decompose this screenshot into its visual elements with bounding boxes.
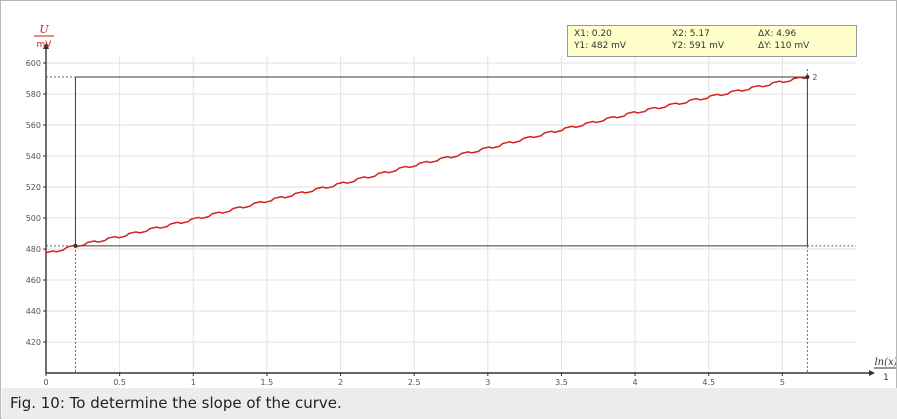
x-tick-label: 4 [633,378,638,387]
x-tick-label: 4.5 [702,378,715,387]
y-tick-label: 580 [26,90,41,99]
y-tick-label: 520 [26,183,41,192]
plot-area [46,55,856,373]
caption-bar: Fig. 10: To determine the slope of the c… [2,388,897,419]
readout-dx: ΔX: 4.96 [758,29,797,39]
y-tick-label: 480 [26,245,41,254]
cursor2-point [805,74,810,79]
x-axis-label-bottom: 1 [883,373,889,383]
readout-x1: X1: 0.20 [574,29,612,39]
y-tick-label: 460 [26,276,41,285]
x-tick-label: 1 [191,378,196,387]
x-tick-label: 2 [338,378,343,387]
y-tick-label: 440 [26,307,41,316]
x-tick-label: 2.5 [408,378,421,387]
cursor1-point [73,243,78,248]
x-axis-arrow [869,370,875,376]
cursor-readout-box: X1: 0.20 Y1: 482 mV X2: 5.17 Y2: 591 mV … [567,25,857,57]
y-axis-arrow [43,43,49,49]
cursor-label: 2 [812,73,817,82]
y-tick-label: 540 [26,152,41,161]
readout-y2: Y2: 591 mV [672,41,725,51]
x-tick-label: 3.5 [555,378,568,387]
y-tick-label: 600 [26,59,41,68]
y-tick-label: 420 [26,338,41,347]
x-axis-label-top: ln(x) [874,357,896,368]
x-tick-label: 3 [485,378,490,387]
y-tick-label: 500 [26,214,41,223]
y-axis-label-bottom: mV [37,40,53,50]
x-tick-label: 1.5 [261,378,274,387]
readout-y1: Y1: 482 mV [574,41,627,51]
readout-x2: X2: 5.17 [672,29,710,39]
data-series-line [45,76,808,254]
x-tick-label: 0.5 [113,378,126,387]
x-tick-label: 0 [43,378,48,387]
x-tick-label: 5 [780,378,785,387]
line-chart: 0 0.5 1 1.5 2 2.5 3 3.5 4 4.5 5 420 440 460 480 500 520 5… [26,23,896,387]
figure-caption: Fig. 10: To determine the slope of the c… [10,394,342,412]
y-axis-label-top: U [39,23,49,36]
readout-dy: ΔY: 110 mV [758,41,810,51]
y-tick-label: 560 [26,121,41,130]
